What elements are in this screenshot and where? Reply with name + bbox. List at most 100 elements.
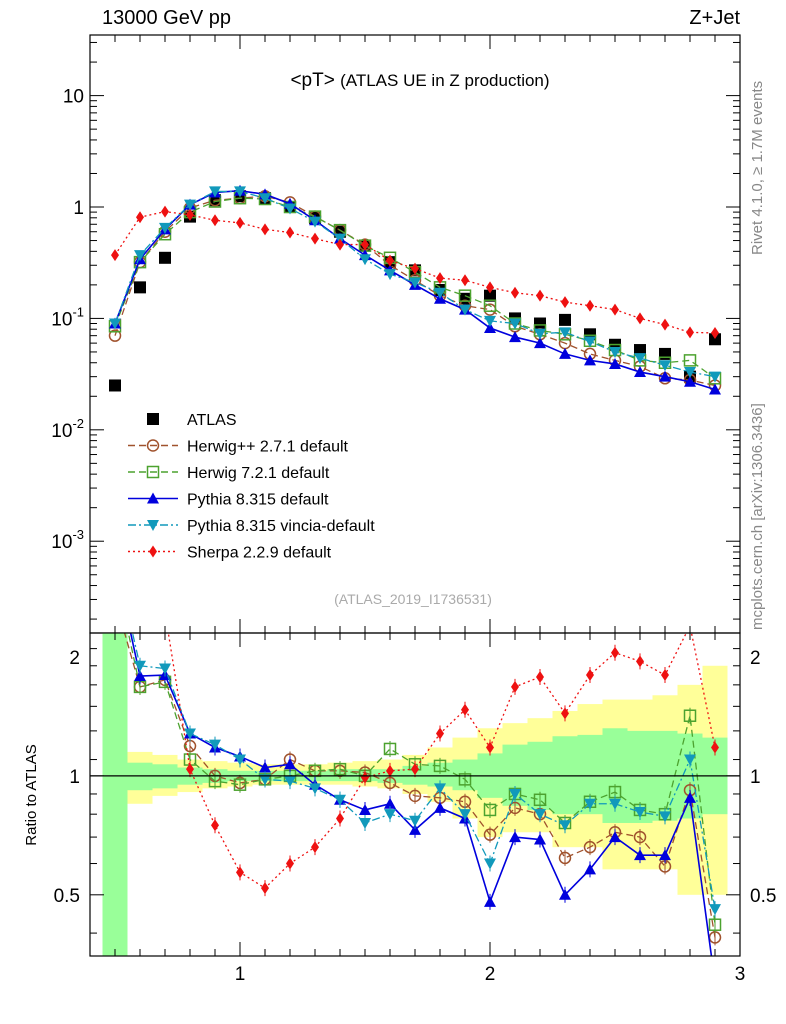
y-tick-label-exponent: -1: [72, 304, 84, 319]
data-point: [434, 287, 446, 299]
data-point: [511, 286, 519, 299]
legend-marker: [149, 545, 157, 558]
data-point: [136, 211, 144, 224]
ratio-point: [559, 820, 571, 832]
ratio-point: [384, 797, 396, 809]
ratio-point: [659, 849, 671, 861]
header-left: 13000 GeV pp: [102, 7, 231, 29]
ratio-point: [409, 823, 421, 835]
ratio-point: [584, 863, 596, 875]
ratio-point: [211, 819, 219, 832]
data-point: [361, 238, 369, 251]
ratio-point: [411, 763, 419, 776]
data-point: [209, 186, 221, 198]
data-point: [634, 353, 646, 365]
ratio-point: [634, 807, 646, 819]
data-point: [109, 379, 121, 392]
legend: ATLAS Herwig++ 2.7.1 default Herwig 7.2.1 …: [128, 412, 375, 562]
y-tick-label-base: 10: [51, 532, 72, 553]
ratio-point: [708, 918, 722, 931]
y-tick-label: 10-3: [51, 527, 84, 553]
y-tick-label-base: 10: [51, 309, 72, 330]
ratio-point: [259, 761, 271, 773]
legend-label: Sherpa 2.2.9 default: [187, 545, 332, 562]
data-point: [686, 326, 694, 339]
ratio-point: [534, 833, 546, 845]
x-tick-label: 2: [485, 964, 496, 985]
ratio-point: [336, 812, 344, 825]
ratio-point: [534, 809, 546, 821]
ratio-point: [234, 754, 246, 766]
ratio-point: [236, 866, 244, 879]
ratio-point: [209, 739, 221, 751]
legend-label: Herwig 7.2.1 default: [187, 465, 330, 482]
ratio-point: [586, 669, 594, 682]
data-point: [636, 312, 644, 325]
series-line: [114, 197, 716, 379]
data-point: [709, 333, 721, 346]
ratio-point: [511, 680, 519, 693]
ratio-y-tick-label: 2: [69, 648, 80, 669]
legend-marker: [146, 465, 160, 479]
data-point: [561, 296, 569, 309]
data-point: [384, 269, 396, 281]
series-line: [114, 189, 716, 391]
ratio-point: [709, 904, 721, 916]
data-point: [159, 251, 171, 264]
series-line: [114, 195, 716, 387]
y-tick-label: 10: [63, 87, 84, 108]
data-point: [534, 337, 546, 349]
ratio-point: [134, 670, 146, 682]
data-point: [186, 208, 194, 221]
ratio-point: [359, 803, 371, 815]
data-point: [109, 318, 121, 330]
data-point: [509, 331, 521, 343]
data-point: [584, 354, 596, 366]
ratio-point: [261, 882, 269, 895]
data-point: [483, 299, 497, 312]
data-point: [411, 262, 419, 275]
ratio-point: [408, 789, 422, 803]
y-tick-label-base: 10: [51, 421, 72, 442]
data-point: [484, 315, 496, 327]
ratio-point: [683, 709, 697, 722]
data-point: [559, 313, 571, 326]
ratio-point: [259, 774, 271, 786]
ratio-y-tick-label-right: 2: [750, 648, 761, 669]
data-point: [661, 318, 669, 331]
data-point: [534, 317, 546, 330]
ratio-point: [484, 858, 496, 870]
ratio-point: [434, 801, 446, 813]
ratio-point: [684, 754, 696, 766]
uncertainty-band-inner: [102, 633, 128, 956]
y-tick-label: 1: [73, 198, 84, 219]
main-title-label: <pT>: [290, 70, 334, 91]
ratio-point: [484, 895, 496, 907]
main-series: [108, 184, 722, 395]
main-title: <pT> (ATLAS UE in Z production): [290, 70, 549, 91]
data-point: [259, 193, 271, 205]
data-point: [184, 199, 196, 211]
ratio-point: [509, 831, 521, 843]
ratio-point: [433, 759, 447, 773]
main-frame: [89, 34, 741, 634]
data-point: [436, 272, 444, 285]
legend-label: Pythia 8.315 default: [187, 492, 329, 509]
data-point: [484, 289, 496, 302]
ratio-point: [636, 655, 644, 668]
ratio-ylabel: Ratio to ATLAS: [23, 744, 40, 845]
ratio-point: [711, 741, 719, 754]
ratio-point: [286, 857, 294, 870]
data-point: [134, 250, 146, 262]
ratio-point: [609, 798, 621, 810]
ratio-point: [384, 809, 396, 821]
data-point: [486, 281, 494, 294]
data-point: [386, 254, 394, 267]
ratio-point: [611, 646, 619, 659]
data-point: [634, 366, 646, 378]
ratio-point: [561, 707, 569, 720]
ratio-point: [609, 831, 621, 843]
ratio-point: [459, 809, 471, 821]
